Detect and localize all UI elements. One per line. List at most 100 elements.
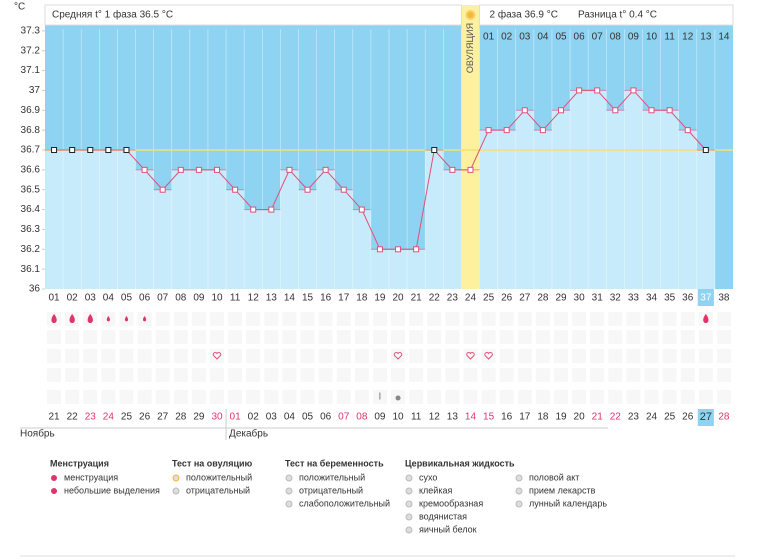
cell [173, 390, 188, 404]
cell [228, 312, 243, 326]
cell [210, 390, 224, 404]
cell [499, 368, 514, 382]
temp-point [250, 206, 257, 213]
header-left [44, 4, 462, 26]
cell [445, 312, 460, 326]
temp-column [352, 209, 371, 289]
temp-column [624, 90, 643, 289]
cell [644, 368, 659, 382]
cell [644, 390, 659, 404]
cell [463, 349, 478, 363]
date-label: 08 [356, 412, 368, 423]
temp-column [99, 150, 118, 289]
y-tick-label: 36.8 [21, 125, 41, 136]
date-label: 04 [284, 412, 296, 423]
x-tick-label: 11 [230, 293, 241, 304]
cell [155, 312, 170, 326]
cell [662, 349, 677, 363]
cell [716, 368, 731, 382]
temp-point [214, 166, 220, 173]
temp-column [135, 169, 154, 289]
cell [228, 368, 243, 382]
date-label: 29 [193, 412, 205, 423]
temp-point [449, 166, 456, 173]
x-tick-label: 14 [284, 293, 296, 304]
cell [101, 330, 116, 344]
legend-icon [515, 487, 523, 495]
cell [626, 368, 641, 382]
temp-column [570, 90, 589, 289]
cell [264, 312, 279, 326]
temp-column [370, 249, 389, 289]
date-label: 28 [718, 412, 730, 423]
month-label: Ноябрь [20, 428, 55, 440]
temp-point [503, 127, 510, 134]
cell [191, 349, 206, 363]
cell [354, 368, 369, 382]
x-tick-label: 19 [374, 293, 386, 304]
x-tick-label: 23 [447, 293, 459, 304]
cell [535, 349, 550, 363]
y-tick-label: 37 [29, 85, 41, 96]
menstruation-icon [87, 314, 93, 323]
temp-column [153, 189, 172, 289]
x-tick-label: 07 [157, 293, 169, 304]
x-tick-label: 30 [574, 293, 586, 304]
cell [554, 312, 568, 326]
date-label: 01 [230, 412, 242, 423]
menstruation-icon [703, 314, 709, 323]
cell [336, 330, 351, 344]
x-tick-label: 32 [610, 293, 622, 304]
date-label: 26 [139, 412, 151, 423]
cell [535, 312, 550, 326]
date-label: 12 [429, 412, 441, 423]
cell [173, 330, 188, 344]
cell [191, 312, 206, 326]
date-label: 22 [610, 412, 622, 423]
cell [101, 390, 116, 404]
x-tick-label: 04 [103, 293, 115, 304]
cell [409, 368, 424, 382]
y-tick-label: 36.4 [21, 204, 41, 215]
x-tick-label: 17 [338, 293, 350, 304]
temp-column [606, 110, 625, 290]
cell [554, 390, 568, 404]
temp-point [485, 127, 492, 134]
cell [47, 390, 62, 404]
date-label: 10 [392, 412, 404, 423]
date-label: 25 [664, 412, 676, 423]
x-tick-label: 01 [48, 293, 60, 304]
cell [83, 349, 98, 363]
cell [318, 330, 333, 344]
temp-column [334, 189, 353, 289]
x-tick-label: 05 [121, 293, 133, 304]
legend-icon [405, 526, 413, 534]
heart-icon [484, 352, 493, 360]
cell [716, 330, 731, 344]
cell [246, 330, 261, 344]
temp-point [395, 246, 402, 253]
cell [590, 368, 605, 382]
legend-icon [172, 474, 180, 482]
cell [608, 330, 623, 344]
legend-item: сухо [419, 472, 437, 482]
temp-column [316, 169, 335, 289]
sun-icon [465, 10, 476, 20]
legend-item: лунный календарь [529, 498, 607, 508]
menstruation-icon [124, 316, 129, 322]
temp-point [702, 147, 709, 153]
date-label: 02 [248, 412, 260, 423]
phase2-day: 14 [718, 32, 730, 43]
temp-point [340, 186, 347, 193]
temp-column [63, 150, 82, 289]
y-tick-label: 36.3 [21, 224, 41, 235]
date-label: 24 [646, 412, 658, 423]
temp-column [45, 150, 64, 289]
cell [554, 368, 568, 382]
cell [137, 349, 152, 363]
cell [698, 368, 713, 382]
cell [499, 330, 514, 344]
temp-column [497, 130, 516, 289]
temp-point [232, 186, 239, 193]
legend-item: прием лекарств [529, 485, 596, 495]
